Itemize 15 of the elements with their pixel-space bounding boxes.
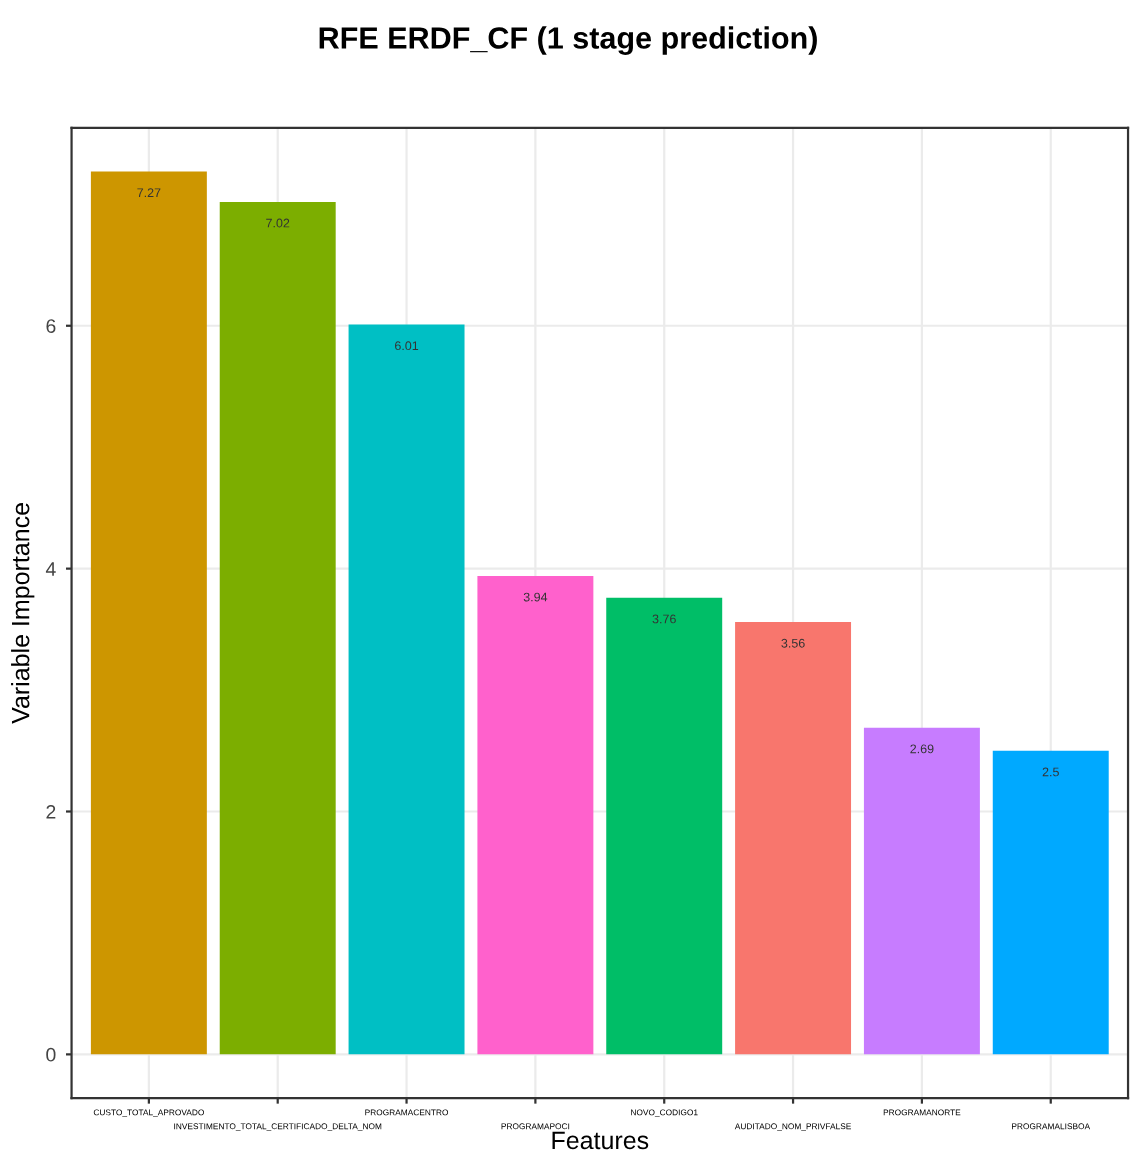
bar: [606, 597, 723, 1055]
chart-title: RFE ERDF_CF (1 stage prediction): [319, 26, 817, 55]
bar: [863, 727, 980, 1055]
y-tick-label: 6: [46, 319, 56, 333]
y-axis-title: Variable Importance: [11, 503, 35, 724]
x-axis-title: Features: [552, 1131, 649, 1150]
bar: [735, 622, 852, 1055]
bar: [992, 750, 1109, 1055]
bar: [348, 324, 465, 1055]
y-tick-label: 0: [46, 1047, 56, 1062]
y-tick-label: 2: [46, 804, 56, 819]
bar: [219, 201, 336, 1055]
bar: [477, 575, 594, 1055]
bar: [90, 171, 207, 1055]
y-tick-label: 4: [45, 562, 56, 576]
